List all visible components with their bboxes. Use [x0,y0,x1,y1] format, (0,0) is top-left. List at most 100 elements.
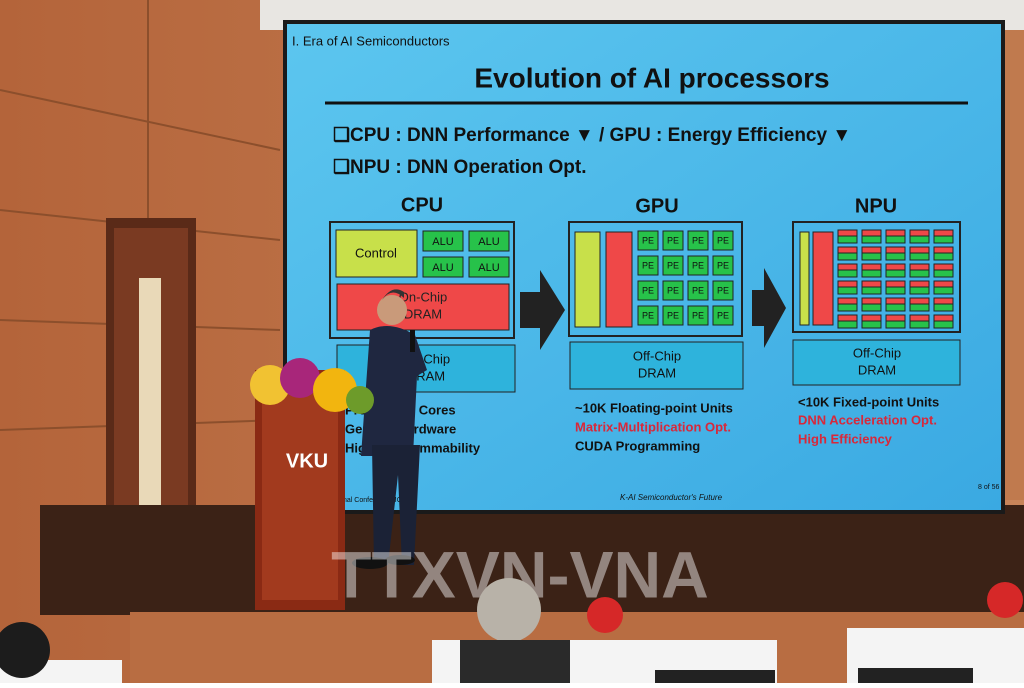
pe-block [662,230,684,251]
npu-cell-top [909,314,930,322]
npu-cell-bottom [933,303,954,312]
npu-cell-bottom [885,235,906,244]
pe-label: PE [642,310,654,320]
bullet: ❑NPU : DNN Operation Opt. [333,157,586,178]
pe-label: PE [642,260,654,270]
slide-title: Evolution of AI processors [474,62,829,93]
pe-block [637,280,659,301]
npu-cell-top [861,297,882,305]
gpu-cache [605,231,633,328]
pe-label: PE [717,285,729,295]
pe-block [687,280,709,301]
pe-label: PE [717,260,729,270]
pe-label: PE [692,285,704,295]
gpu-control [574,231,601,328]
onchip-label: DRAM [404,306,442,321]
npu-cell-bottom [837,252,858,261]
pe-block [662,255,684,276]
npu-cell-bottom [885,286,906,295]
pe-block [687,305,709,326]
pe-label: PE [642,235,654,245]
npu-cell-top [861,280,882,288]
npu-cell-top [861,229,882,237]
alu-block [422,256,464,278]
npu-cell-bottom [885,269,906,278]
npu-cell-bottom [837,320,858,329]
npu-cell-top [885,280,906,288]
right-wall [1003,30,1024,500]
alu-label: ALU [432,236,453,248]
npu-cell-bottom [909,286,930,295]
npu-label: NPU [855,195,897,217]
npu-cell-top [837,280,858,288]
pe-block [712,305,734,326]
alu-block [468,230,510,252]
npu-cell-bottom [861,235,882,244]
npu-cell-bottom [837,303,858,312]
pe-block [687,255,709,276]
alu-label: ALU [432,262,453,274]
pe-label: PE [692,310,704,320]
npu-cell-bottom [861,320,882,329]
arrow [752,268,786,348]
page-number: 8 of 56 [978,484,1000,491]
offchip-label: Off-Chip [633,348,681,363]
pe-label: PE [717,310,729,320]
pe-block [662,305,684,326]
npu-cell-top [885,263,906,271]
section-label: I. Era of AI Semiconductors [292,33,450,48]
pe-block [712,230,734,251]
npu-cell-top [933,297,954,305]
npu-box [792,221,961,333]
npu-cell-top [933,246,954,254]
npu-cell-top [933,314,954,322]
npu-cell-top [933,229,954,237]
cpu-label: CPU [401,194,443,216]
npu-cell-bottom [909,252,930,261]
npu-cell-top [861,314,882,322]
npu-control [799,231,810,326]
podium-logo: VKU [286,450,328,472]
gpu-note: ~10K Floating-point Units [575,400,733,415]
npu-cell-top [909,246,930,254]
offchip-label: DRAM [858,362,896,377]
podium: VKU [250,358,374,610]
npu-cell-top [885,246,906,254]
pe-label: PE [717,235,729,245]
npu-cell-bottom [933,235,954,244]
footer-tagline: K-AI Semiconductor's Future [620,493,723,502]
npu-note: DNN Acceleration Opt. [798,412,937,427]
alu-label: ALU [478,236,499,248]
npu-note: <10K Fixed-point Units [798,394,939,409]
npu-cell-bottom [909,303,930,312]
control-label: Control [355,245,397,260]
npu-note: High Efficiency [798,431,893,446]
presenter [352,289,427,569]
npu-cell-top [837,246,858,254]
npu-cell-top [837,229,858,237]
offchip-label: DRAM [638,365,676,380]
pe-label: PE [692,235,704,245]
npu-cell-bottom [933,320,954,329]
pe-block [637,255,659,276]
npu-cell-top [837,297,858,305]
control-block [335,229,418,278]
npu-cell-top [909,263,930,271]
npu-cell-bottom [837,235,858,244]
npu-cell-bottom [909,320,930,329]
npu-cell-top [885,229,906,237]
pe-block [637,230,659,251]
npu-cell-bottom [933,252,954,261]
npu-cell-top [909,229,930,237]
gpu-note: CUDA Programming [575,438,700,453]
npu-cell-bottom [861,252,882,261]
pe-label: PE [667,235,679,245]
npu-cell-top [885,314,906,322]
npu-cell-bottom [933,269,954,278]
offchip-block [569,341,744,390]
audience-tables [0,578,1024,683]
cpu-box [329,221,515,339]
pe-block [637,305,659,326]
pe-label: PE [667,310,679,320]
npu-cell-top [933,263,954,271]
